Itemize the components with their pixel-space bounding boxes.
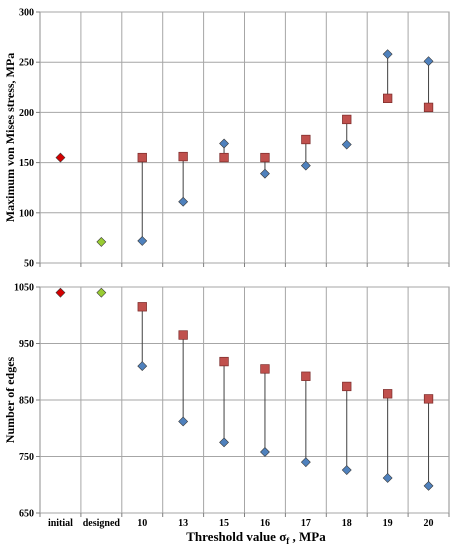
stress-y-axis-title: Maximum von Mises stress, MPa: [3, 53, 17, 222]
edges-diamond-marker: [300, 457, 311, 468]
edges-diamond-marker: [219, 437, 229, 448]
edges-diamond-marker: [382, 473, 393, 483]
stress-square-marker: [260, 152, 270, 163]
x-axis-title: Threshold value σf , MPa: [186, 529, 326, 546]
edges-diamond-marker: [423, 480, 434, 491]
edges-x-tick-label: 15: [219, 518, 229, 529]
edges-y-tick-label: 650: [19, 509, 34, 520]
edges-panel: 650 750 850 950 1050 Number of edges initial de…: [3, 283, 450, 529]
stress-square-marker: [219, 152, 229, 163]
edges-square-marker: [342, 381, 352, 392]
edges-diamond-marker: [55, 287, 66, 298]
edges-diamond-marker: [341, 465, 352, 475]
edges-x-tick-label: initial: [48, 518, 73, 529]
edges-y-tick-label: 1050: [14, 283, 34, 294]
edges-x-tick-label: 17: [301, 518, 311, 529]
stress-y-tick-label: 100: [19, 208, 34, 219]
edges-square-marker: [260, 364, 270, 374]
stress-diamond-marker: [341, 139, 352, 150]
edges-x-tick-label: 20: [424, 518, 434, 529]
stress-square-marker: [423, 102, 434, 113]
stress-diamond-marker: [178, 196, 189, 207]
edges-diamond-marker: [137, 361, 148, 372]
edges-diamond-marker: [96, 287, 107, 298]
edges-y-axis-title: Number of edges: [3, 356, 17, 443]
edges-x-tick-label: 18: [342, 518, 352, 529]
stress-diamond-marker: [423, 56, 434, 67]
edges-y-tick-label: 750: [19, 452, 34, 463]
x-axis-title-sub: f: [286, 536, 290, 546]
stress-diamond-marker: [55, 152, 66, 163]
edges-y-tick-label: 850: [19, 396, 34, 407]
edges-diamond-marker: [178, 416, 189, 427]
stress-y-tick-label: 150: [19, 158, 34, 169]
stress-diamond-marker: [96, 236, 107, 247]
stress-y-tick-label: 250: [19, 58, 34, 69]
edges-diamond-marker: [260, 447, 270, 457]
edges-square-marker: [301, 371, 311, 381]
stress-y-tick-label: 300: [19, 8, 34, 19]
stress-diamond-marker: [260, 168, 270, 179]
edges-square-marker: [137, 302, 147, 312]
stress-y-tick-label: 200: [19, 108, 34, 119]
stress-diamond-marker: [382, 49, 393, 60]
stress-panel: 50 100 150 200 250 300 Maximum von Mises stres…: [3, 8, 450, 270]
edges-square-marker: [178, 330, 188, 340]
stress-diamond-marker: [137, 235, 148, 246]
edges-square-marker: [423, 394, 434, 404]
edges-y-tick-label: 950: [19, 339, 34, 350]
edges-x-tick-label: 10: [137, 518, 147, 529]
stress-diamond-marker: [219, 138, 229, 149]
stress-square-marker: [137, 152, 147, 163]
edges-x-tick-label: designed: [83, 518, 121, 529]
x-axis-title-main: Threshold value σ: [186, 529, 286, 544]
edges-x-tick-label: 13: [178, 518, 188, 529]
stress-square-marker: [342, 114, 352, 125]
edges-x-tick-label: 19: [383, 518, 393, 529]
edges-square-marker: [219, 356, 229, 367]
stress-square-marker: [301, 134, 311, 145]
edges-x-tick-label: 16: [260, 518, 270, 529]
edges-square-marker: [383, 389, 393, 399]
stress-square-marker: [383, 93, 393, 103]
x-axis-title-suffix: , MPa: [289, 529, 326, 544]
stress-y-tick-label: 50: [24, 259, 34, 270]
stress-square-marker: [178, 151, 188, 162]
stress-diamond-marker: [300, 160, 311, 171]
